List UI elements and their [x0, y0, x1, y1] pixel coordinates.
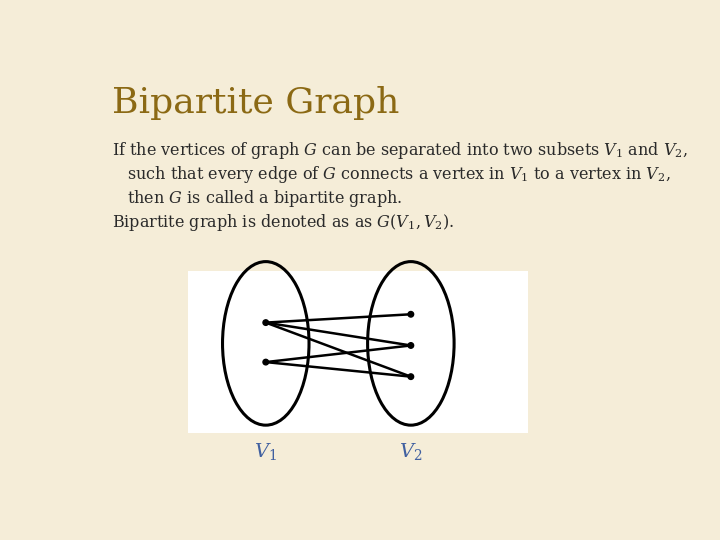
Ellipse shape	[408, 312, 413, 317]
Text: $V_2$: $V_2$	[399, 441, 423, 462]
Text: $V_1$: $V_1$	[254, 441, 277, 462]
Text: Bipartite graph is denoted as as $G(V_1,V_2)$.: Bipartite graph is denoted as as $G(V_1,…	[112, 212, 454, 233]
Bar	[188, 271, 528, 433]
Text: such that every edge of $G$ connects a vertex in $V_1$ to a vertex in $V_2$,: such that every edge of $G$ connects a v…	[112, 164, 671, 185]
Text: Bipartite Graph: Bipartite Graph	[112, 85, 400, 119]
Ellipse shape	[408, 374, 413, 380]
Text: If the vertices of graph $G$ can be separated into two subsets $V_1$ and $V_2$,: If the vertices of graph $G$ can be sepa…	[112, 140, 688, 160]
Text: then $G$ is called a bipartite graph.: then $G$ is called a bipartite graph.	[112, 188, 402, 209]
Ellipse shape	[263, 320, 269, 326]
Ellipse shape	[263, 359, 269, 365]
Ellipse shape	[408, 343, 413, 348]
